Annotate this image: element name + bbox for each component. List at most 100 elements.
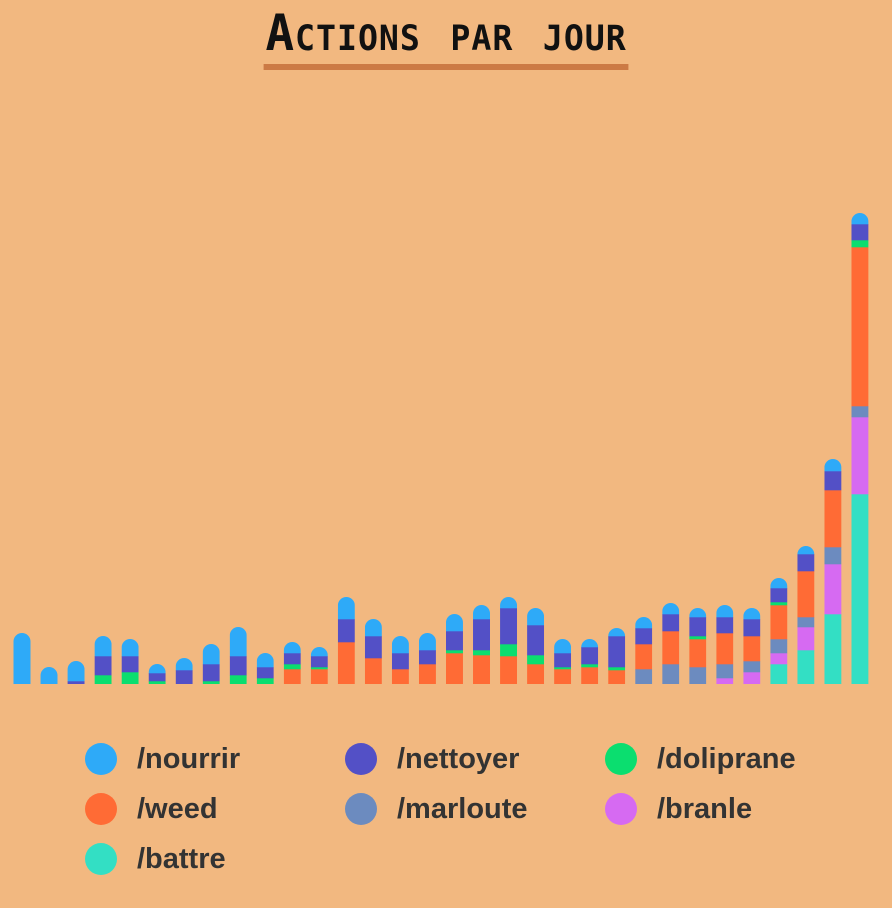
bar-segment-doliprane (581, 664, 599, 668)
bar-day-9 (229, 627, 247, 684)
bar-day-32 (851, 213, 869, 685)
bar-segment-branle (797, 627, 815, 651)
bar-segment-weed (743, 636, 761, 662)
bar-segment-nourrir (13, 633, 31, 684)
legend-item-branle: /branle (605, 789, 752, 829)
bar-segment-doliprane (283, 664, 301, 670)
bar-day-29 (770, 578, 788, 684)
bar-segment-weed (445, 653, 463, 684)
bar-segment-weed (418, 664, 436, 684)
bar-segment-nourrir (283, 642, 301, 654)
bar-segment-doliprane (445, 650, 463, 654)
bar-day-2 (40, 667, 58, 684)
bar-segment-nettoyer (662, 614, 680, 632)
bar-segment-weed (310, 669, 328, 684)
bar-segment-branle (743, 672, 761, 684)
chart-title: Actions par jour (0, 2, 892, 70)
bar-segment-doliprane (770, 602, 788, 606)
bar-day-31 (824, 459, 842, 684)
bar-segment-nourrir (94, 636, 112, 657)
bar-day-28 (743, 608, 761, 684)
bar-segment-weed (527, 664, 545, 684)
bar-segment-nettoyer (445, 631, 463, 651)
bar-day-20 (527, 608, 545, 684)
bar-segment-nourrir (364, 619, 382, 637)
bar-segment-nettoyer (554, 653, 572, 668)
bar-segment-weed (500, 656, 518, 684)
bar-segment-doliprane (229, 675, 247, 684)
bar-segment-nourrir (527, 608, 545, 626)
bar-segment-nettoyer (148, 673, 166, 682)
bar-segment-weed (716, 633, 734, 665)
bar-segment-nettoyer (635, 628, 653, 645)
bar-segment-nettoyer (716, 617, 734, 634)
bar-segment-marloute (635, 669, 653, 684)
bar-day-18 (473, 605, 491, 684)
bar-segment-doliprane (689, 636, 707, 640)
bar-segment-weed (689, 639, 707, 668)
bar-day-23 (608, 628, 626, 684)
bar-segment-nettoyer (256, 667, 274, 679)
bar-segment-nourrir (662, 603, 680, 615)
bar-day-11 (283, 642, 301, 684)
bar-segment-doliprane (527, 655, 545, 665)
bar-segment-weed (824, 490, 842, 548)
bar-day-4 (94, 636, 112, 684)
bar-segment-nourrir (229, 627, 247, 657)
bar-day-10 (256, 653, 274, 684)
bar-segment-nettoyer (337, 619, 355, 643)
bar-segment-nettoyer (175, 670, 193, 684)
bar-day-24 (635, 617, 653, 684)
bar-segment-doliprane (608, 667, 626, 671)
bar-segment-weed (364, 658, 382, 684)
bar-day-7 (175, 658, 193, 684)
bar-segment-weed (608, 670, 626, 684)
legend-swatch (85, 743, 117, 775)
bar-segment-nourrir (851, 213, 869, 225)
bar-segment-battre (797, 650, 815, 684)
bar-segment-weed (851, 247, 869, 407)
bar-segment-nettoyer (418, 650, 436, 665)
bar-segment-nettoyer (67, 681, 85, 684)
bar-segment-nourrir (824, 459, 842, 472)
legend-item-nourrir: /nourrir (85, 739, 240, 779)
bar-day-17 (445, 614, 463, 684)
bar-day-15 (391, 636, 409, 684)
bar-segment-marloute (770, 639, 788, 654)
bar-segment-nettoyer (581, 647, 599, 665)
bar-segment-marloute (689, 667, 707, 684)
bar-segment-branle (770, 653, 788, 665)
bar-segment-nourrir (500, 597, 518, 609)
bar-segment-nourrir (121, 639, 139, 657)
bar-day-30 (797, 546, 815, 684)
bar-segment-nettoyer (94, 656, 112, 676)
bar-segment-nettoyer (797, 554, 815, 572)
bar-segment-doliprane (256, 678, 274, 684)
bar-segment-weed (581, 667, 599, 684)
bar-day-27 (716, 605, 734, 684)
bar-segment-nettoyer (473, 619, 491, 651)
bar-segment-battre (770, 664, 788, 684)
bar-segment-nettoyer (500, 608, 518, 645)
bar-segment-nettoyer (364, 636, 382, 659)
bar-day-19 (500, 597, 518, 684)
bar-segment-nettoyer (310, 656, 328, 668)
bar-segment-weed (473, 655, 491, 684)
bar-segment-nourrir (608, 628, 626, 637)
bar-segment-nettoyer (121, 656, 139, 673)
bar-segment-weed (554, 669, 572, 684)
bar-segment-branle (851, 417, 869, 495)
bar-segment-marloute (851, 406, 869, 418)
bar-segment-nettoyer (851, 224, 869, 241)
bar-segment-doliprane (148, 681, 166, 684)
bar-segment-weed (770, 605, 788, 640)
bar-day-26 (689, 608, 707, 684)
bar-segment-nettoyer (283, 653, 301, 665)
bar-day-12 (310, 647, 328, 684)
bar-segment-nourrir (148, 664, 166, 674)
bar-day-13 (337, 597, 355, 684)
legend-swatch (85, 793, 117, 825)
legend-swatch (605, 743, 637, 775)
bar-segment-nourrir (689, 608, 707, 618)
bar-segment-marloute (743, 661, 761, 673)
